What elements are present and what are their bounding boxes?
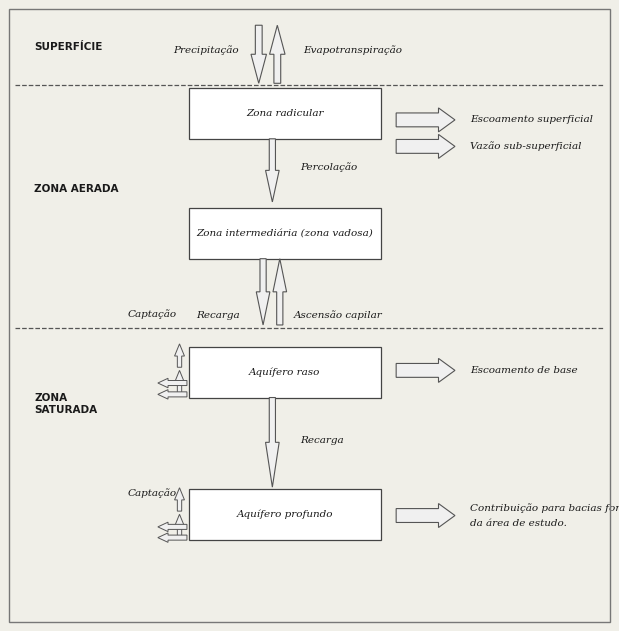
Polygon shape bbox=[158, 522, 187, 531]
Text: da área de estudo.: da área de estudo. bbox=[470, 519, 568, 528]
Text: ZONA
SATURADA: ZONA SATURADA bbox=[34, 392, 97, 415]
Polygon shape bbox=[266, 398, 279, 487]
Polygon shape bbox=[175, 488, 184, 511]
Text: Zona intermediária (zona vadosa): Zona intermediária (zona vadosa) bbox=[196, 229, 373, 238]
Polygon shape bbox=[396, 358, 455, 382]
Polygon shape bbox=[396, 134, 455, 158]
FancyBboxPatch shape bbox=[189, 208, 381, 259]
Text: Evapotranspiração: Evapotranspiração bbox=[303, 45, 402, 56]
Text: Recarga: Recarga bbox=[197, 311, 240, 320]
Polygon shape bbox=[256, 259, 270, 325]
Text: Captação: Captação bbox=[128, 309, 176, 319]
Polygon shape bbox=[396, 108, 455, 132]
Polygon shape bbox=[158, 378, 187, 387]
FancyBboxPatch shape bbox=[189, 347, 381, 398]
Polygon shape bbox=[175, 344, 184, 367]
Polygon shape bbox=[266, 139, 279, 202]
Text: ZONA AERADA: ZONA AERADA bbox=[34, 184, 119, 194]
Polygon shape bbox=[158, 389, 187, 399]
Text: Aquífero raso: Aquífero raso bbox=[249, 367, 321, 377]
Text: Vazão sub-superficial: Vazão sub-superficial bbox=[470, 141, 582, 151]
Text: Escoamento superficial: Escoamento superficial bbox=[470, 115, 594, 124]
Text: Escoamento de base: Escoamento de base bbox=[470, 366, 578, 375]
Text: Recarga: Recarga bbox=[300, 436, 344, 445]
FancyBboxPatch shape bbox=[189, 489, 381, 540]
Polygon shape bbox=[270, 25, 285, 83]
Text: Ascensão capilar: Ascensão capilar bbox=[294, 310, 383, 321]
Text: Aquífero profundo: Aquífero profundo bbox=[236, 509, 333, 519]
Polygon shape bbox=[273, 259, 287, 325]
Text: Captação: Captação bbox=[128, 488, 176, 498]
Text: Percolação: Percolação bbox=[300, 162, 357, 172]
Text: Zona radicular: Zona radicular bbox=[246, 109, 324, 118]
Polygon shape bbox=[251, 25, 266, 83]
Text: Precipitação: Precipitação bbox=[173, 45, 238, 56]
Polygon shape bbox=[396, 504, 455, 528]
Text: Contribuição para bacias fora: Contribuição para bacias fora bbox=[470, 503, 619, 513]
FancyBboxPatch shape bbox=[189, 88, 381, 139]
Polygon shape bbox=[175, 370, 184, 394]
Polygon shape bbox=[158, 533, 187, 543]
Polygon shape bbox=[175, 514, 184, 538]
Text: SUPERFÍCIE: SUPERFÍCIE bbox=[34, 42, 102, 52]
